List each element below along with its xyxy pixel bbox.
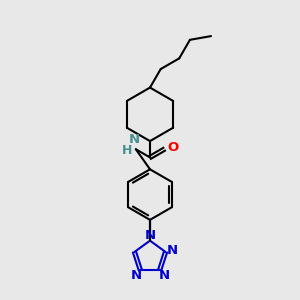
Text: N: N bbox=[158, 269, 169, 282]
Text: N: N bbox=[144, 229, 156, 242]
Text: N: N bbox=[130, 269, 142, 282]
Text: O: O bbox=[168, 141, 179, 154]
Text: N: N bbox=[129, 133, 140, 146]
Text: N: N bbox=[167, 244, 178, 257]
Text: H: H bbox=[122, 144, 133, 157]
